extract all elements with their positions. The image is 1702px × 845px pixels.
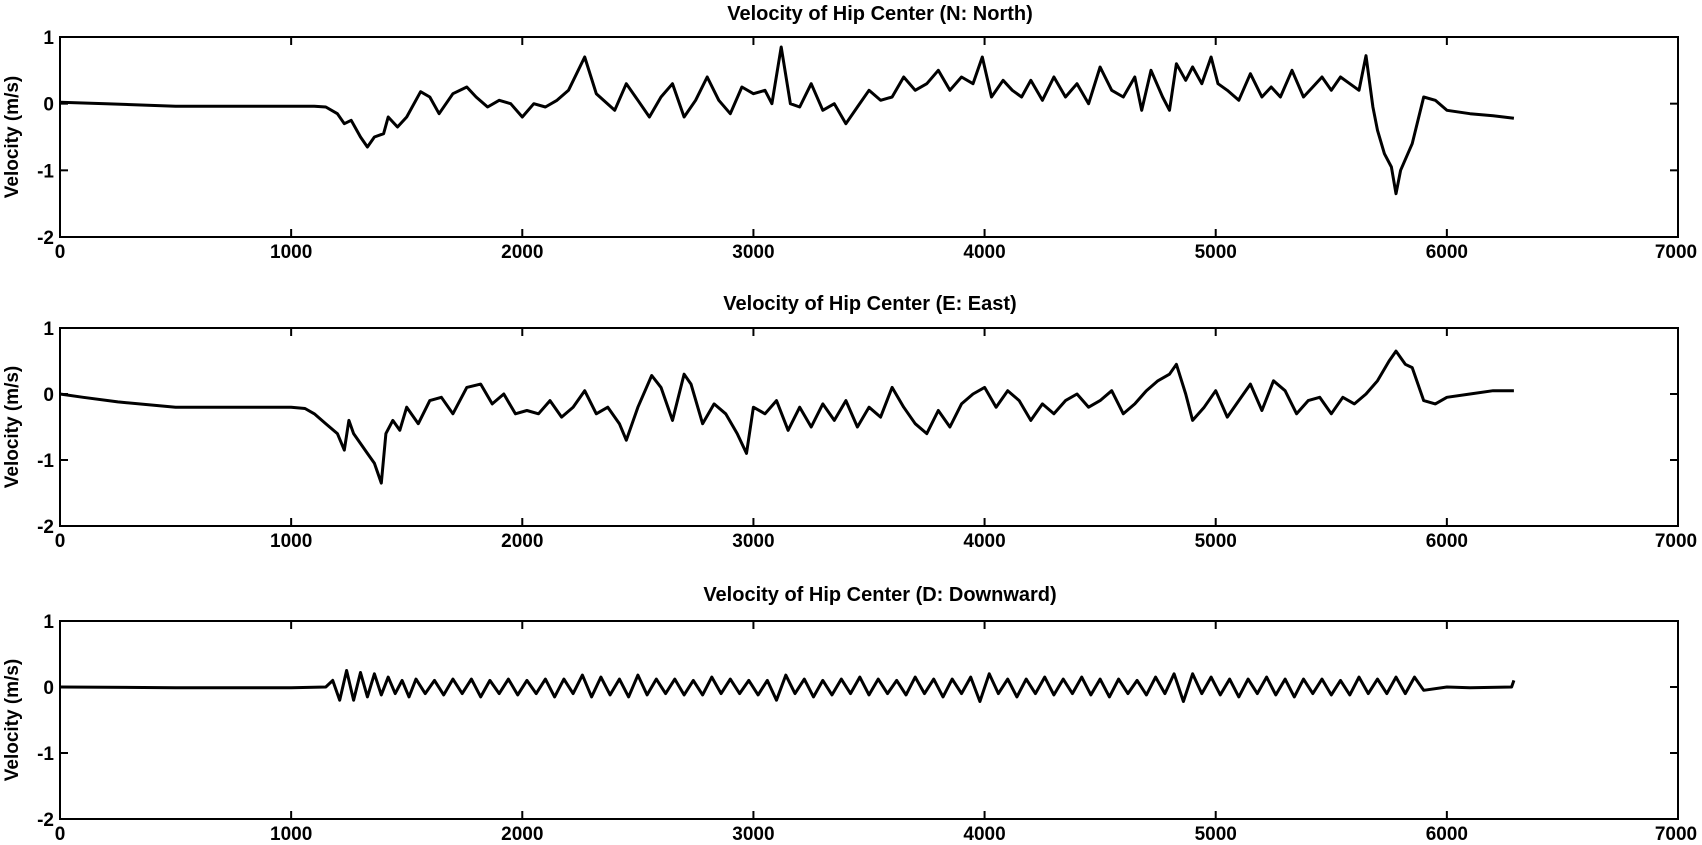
x-tick-label: 6000 <box>1426 242 1468 263</box>
series-line <box>59 669 1516 703</box>
x-tick-label: 2000 <box>501 824 543 845</box>
panel-downward: Velocity of Hip Center (D: Downward) Vel… <box>2 584 1697 845</box>
panel-north: Velocity of Hip Center (N: North) Veloci… <box>2 3 1697 263</box>
x-tick-label: 5000 <box>1195 824 1237 845</box>
x-tick-label: 4000 <box>963 824 1005 845</box>
axes: 0 1000 2000 3000 4000 5000 6000 7000 1 0 -1 -2 <box>37 28 1697 263</box>
x-tick-label: 1000 <box>270 531 312 552</box>
x-tick-label: 6000 <box>1426 824 1468 845</box>
x-tick-label: 3000 <box>732 531 774 552</box>
y-tick-label: -2 <box>37 810 54 831</box>
y-tick-label: 1 <box>43 612 54 633</box>
plot-area <box>59 36 1679 238</box>
y-tick-label: -2 <box>37 228 54 249</box>
y-axis-label: Velocity (m/s) <box>2 659 23 782</box>
series-line <box>59 45 1515 196</box>
chart-title: Velocity of Hip Center (E: East) <box>723 293 1016 315</box>
y-axis-label: Velocity (m/s) <box>2 366 23 489</box>
y-tick-label: 0 <box>43 678 54 699</box>
x-tick-label: 0 <box>55 242 66 263</box>
y-tick-label: 0 <box>43 385 54 406</box>
x-tick-label: 3000 <box>732 824 774 845</box>
x-tick-label: 3000 <box>732 242 774 263</box>
y-axis-label: Velocity (m/s) <box>2 76 23 199</box>
y-tick-label: 1 <box>43 28 54 49</box>
y-tick-label: 0 <box>43 95 54 116</box>
x-tick-label: 4000 <box>963 242 1005 263</box>
chart-title: Velocity of Hip Center (N: North) <box>727 3 1033 25</box>
x-tick-label: 4000 <box>963 531 1005 552</box>
x-tick-label: 0 <box>55 824 66 845</box>
plot-area <box>59 327 1679 527</box>
y-tick-label: -1 <box>37 161 54 182</box>
y-tick-label: -2 <box>37 517 54 538</box>
series-line <box>59 349 1514 485</box>
x-tick-label: 2000 <box>501 531 543 552</box>
x-tick-label: 7000 <box>1655 242 1697 263</box>
y-tick-label: 1 <box>43 319 54 340</box>
x-tick-label: 1000 <box>270 242 312 263</box>
x-tick-label: 5000 <box>1195 531 1237 552</box>
chart-title: Velocity of Hip Center (D: Downward) <box>703 584 1056 606</box>
axes: 0 1000 2000 3000 4000 5000 6000 7000 1 0 -1 -2 <box>37 612 1697 845</box>
x-tick-label: 5000 <box>1195 242 1237 263</box>
x-tick-label: 1000 <box>270 824 312 845</box>
x-tick-label: 7000 <box>1655 531 1697 552</box>
x-tick-label: 7000 <box>1655 824 1697 845</box>
x-tick-label: 6000 <box>1426 531 1468 552</box>
x-tick-label: 0 <box>55 531 66 552</box>
y-tick-label: -1 <box>37 451 54 472</box>
plot-area <box>59 620 1679 820</box>
y-tick-label: -1 <box>37 744 54 765</box>
panel-east: Velocity of Hip Center (E: East) Velocit… <box>2 293 1697 552</box>
x-tick-label: 2000 <box>501 242 543 263</box>
axes: 0 1000 2000 3000 4000 5000 6000 7000 1 0 -1 -2 <box>37 319 1697 552</box>
